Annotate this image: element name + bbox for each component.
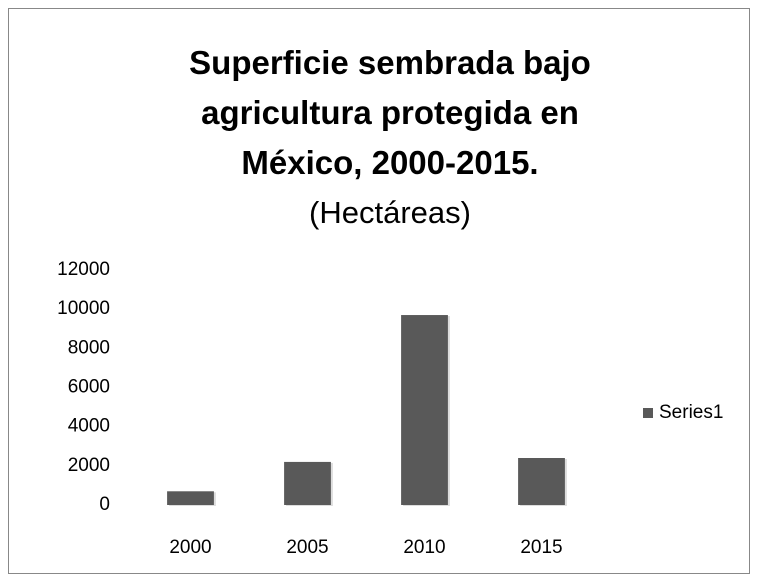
y-tick-label: 4000 — [68, 416, 110, 437]
y-tick-label: 0 — [99, 494, 110, 515]
legend-swatch — [643, 408, 653, 418]
bar — [401, 315, 448, 505]
chart-subtitle: (Hectáreas) — [309, 195, 471, 230]
x-tick-label: 2005 — [286, 537, 328, 558]
x-tick-label: 2010 — [403, 537, 445, 558]
y-tick-label: 6000 — [68, 377, 110, 398]
y-tick-label: 8000 — [68, 337, 110, 358]
x-tick-label: 2000 — [169, 537, 211, 558]
chart-border — [8, 8, 750, 574]
bar — [284, 461, 331, 505]
chart-title: Superficie sembrada bajo agricultura pro… — [189, 44, 591, 181]
y-tick-label: 12000 — [57, 259, 110, 280]
bar — [167, 491, 214, 505]
bar — [518, 458, 565, 505]
y-tick-label: 2000 — [68, 455, 110, 476]
legend-label: Series1 — [659, 402, 723, 423]
x-tick-label: 2015 — [520, 537, 562, 558]
y-tick-label: 10000 — [57, 298, 110, 319]
